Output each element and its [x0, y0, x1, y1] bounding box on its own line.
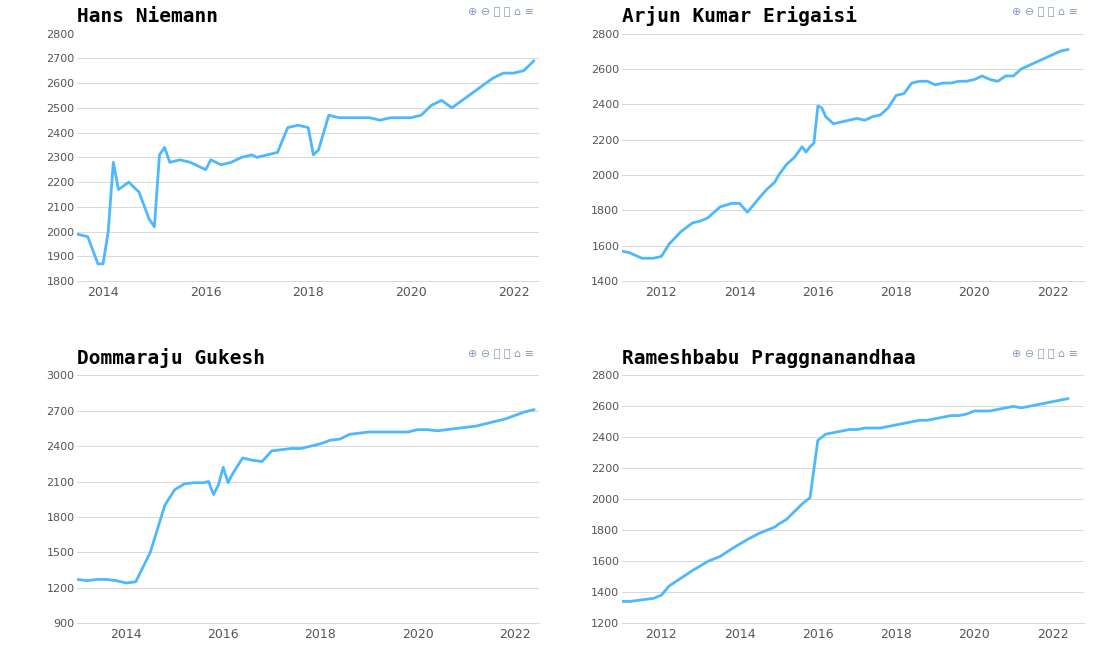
Text: ⊕ ⊖ 🔍 ✋ ⌂ ≡: ⊕ ⊖ 🔍 ✋ ⌂ ≡: [468, 7, 533, 17]
Text: ⊕ ⊖ 🔍 ✋ ⌂ ≡: ⊕ ⊖ 🔍 ✋ ⌂ ≡: [1012, 7, 1078, 17]
Text: Rameshbabu Praggnanandhaa: Rameshbabu Praggnanandhaa: [623, 349, 916, 368]
Text: ⊕ ⊖ 🔍 ✋ ⌂ ≡: ⊕ ⊖ 🔍 ✋ ⌂ ≡: [468, 348, 533, 358]
Text: Arjun Kumar Erigaisi: Arjun Kumar Erigaisi: [623, 7, 857, 26]
Text: Hans Niemann: Hans Niemann: [77, 7, 218, 26]
Text: ⊕ ⊖ 🔍 ✋ ⌂ ≡: ⊕ ⊖ 🔍 ✋ ⌂ ≡: [1012, 348, 1078, 358]
Text: Dommaraju Gukesh: Dommaraju Gukesh: [77, 348, 265, 369]
